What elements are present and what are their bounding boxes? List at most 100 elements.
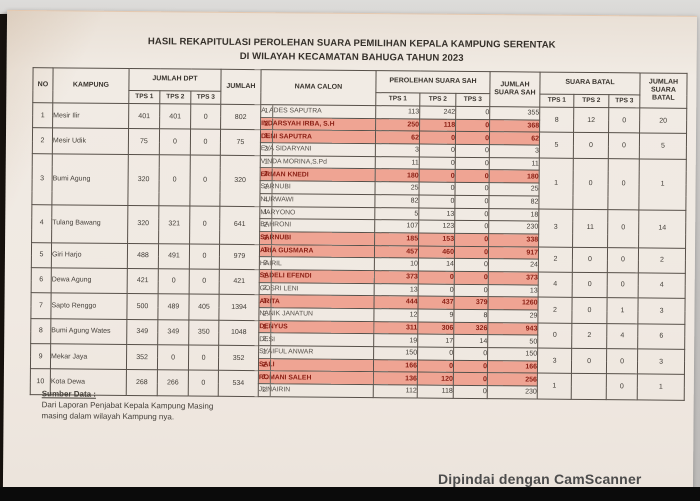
header-dpt-tps1: TPS 1 [128, 90, 160, 104]
candidate-name-cell: 1. ARIA GUSMARA [259, 244, 375, 258]
batal-tps3-cell: 0 [607, 272, 639, 299]
candidate-number: 1. [262, 348, 269, 356]
batal-tps2-cell: 0 [572, 158, 609, 210]
candidate-number: 2. [262, 310, 269, 318]
vote-total-cell: 18 [488, 208, 539, 222]
vote-tps2-cell: 120 [417, 372, 454, 386]
vote-tps3-cell: 14 [453, 334, 488, 348]
table-body: 1 Mesir Ilir 401 401 0 802 1. A. ADES SAPUTRA 11… [30, 102, 687, 401]
village-name-cell: Mesir Ilir [52, 102, 129, 129]
header-sah-tps1: TPS 1 [375, 92, 420, 107]
vote-total-cell: 62 [489, 132, 540, 146]
vote-total-cell: 256 [487, 373, 538, 387]
vote-tps3-cell: 0 [454, 182, 490, 196]
vote-tps3-cell: 0 [455, 157, 490, 171]
header-sah-tps3: TPS 3 [455, 93, 490, 107]
village-number-cell: 9 [30, 343, 51, 370]
village-name-cell: Mekar Jaya [50, 343, 127, 370]
vote-tps1-cell: 62 [375, 131, 420, 145]
candidate-number: 2. [262, 361, 269, 369]
candidate-number: 1. [262, 323, 269, 331]
photo-bottom-bar [0, 487, 700, 501]
candidate-name-cell: 3. SARNUBI [259, 180, 376, 195]
vote-tps3-cell: 0 [454, 245, 489, 259]
vote-total-cell: 3 [489, 144, 540, 158]
batal-tps1-cell: 8 [539, 107, 574, 133]
batal-tps2-cell: 0 [571, 348, 607, 375]
dpt-total-cell: 75 [220, 129, 261, 156]
batal-tps1-cell: 3 [537, 348, 572, 374]
dpt-tps2-cell: 0 [158, 154, 191, 206]
vote-tps3-cell: 0 [454, 233, 489, 247]
document-title: HASIL REKAPITULASI PEROLEHAN SUARA PEMIL… [7, 34, 697, 68]
vote-total-cell: 24 [488, 258, 539, 272]
vote-tps2-cell: 17 [417, 334, 454, 348]
header-nama-calon: NAMA CALON [260, 69, 377, 106]
candidate-name-cell: 2. EVA SIDARYANI [260, 142, 376, 157]
vote-tps2-cell: 0 [419, 169, 456, 183]
vote-tps1-cell: 185 [374, 232, 419, 246]
candidate-name-cell: 2. NANIK JANATUN [258, 307, 374, 322]
candidate-number: 3. [263, 183, 270, 191]
candidate-name: VINDA MORINA,S.Pd [260, 158, 327, 166]
header-batal-tps2: TPS 2 [573, 94, 609, 108]
batal-tps3-cell: 0 [608, 107, 640, 134]
vote-tps3-cell: 0 [455, 169, 490, 183]
vote-tps2-cell: 13 [418, 207, 455, 221]
candidate-number: 4. [263, 196, 270, 204]
batal-total-cell: 5 [639, 133, 687, 160]
header-batal-tps1: TPS 1 [539, 94, 574, 108]
dpt-total-cell: 421 [219, 269, 260, 295]
vote-tps3-cell: 0 [454, 195, 490, 209]
candidate-number: 2. [262, 285, 269, 293]
vote-total-cell: 180 [489, 170, 540, 184]
village-number-cell: 1 [32, 102, 53, 129]
candidate-name-cell: 1. SADELI EFENDI [259, 269, 375, 284]
village-name-cell: Giri Harjo [51, 242, 128, 269]
batal-total-cell: 6 [637, 323, 685, 350]
batal-tps2-cell: 0 [571, 297, 608, 324]
dpt-tps3-cell: 0 [189, 243, 220, 270]
dpt-tps2-cell: 349 [157, 319, 189, 346]
vote-tps1-cell: 19 [373, 334, 418, 348]
header-sah-tps2: TPS 2 [419, 93, 456, 107]
vote-tps3-cell: 8 [453, 309, 489, 323]
batal-tps1-cell: 1 [537, 373, 572, 400]
candidate-name-cell: 1. ARITA [258, 294, 375, 309]
vote-tps1-cell: 11 [375, 156, 420, 170]
candidate-name-cell: 1. A. ADES SAPUTRA [260, 104, 376, 119]
candidate-name-cell: 4. NURWAWI [259, 193, 375, 208]
village-number-cell: 2 [32, 128, 53, 154]
vote-tps2-cell: 0 [419, 156, 456, 170]
vote-total-cell: 1260 [488, 296, 539, 311]
vote-tps3-cell: 0 [453, 360, 488, 374]
header-jumlah-suara-sah: JUMLAH SUARA SAH [489, 71, 541, 108]
vote-total-cell: 166 [487, 360, 538, 374]
vote-total-cell: 338 [488, 233, 539, 247]
candidate-number: 1. [263, 247, 270, 255]
vote-tps1-cell: 3 [375, 143, 420, 157]
document-paper: HASIL REKAPITULASI PEROLEHAN SUARA PEMIL… [2, 9, 698, 494]
vote-tps3-cell: 0 [454, 271, 489, 285]
vote-total-cell: 368 [489, 119, 540, 133]
dpt-total-cell: 802 [220, 104, 261, 131]
dpt-tps1-cell: 500 [126, 293, 159, 320]
candidate-name-cell: 2. JUNAIRIN [258, 383, 374, 398]
village-number-cell: 4 [31, 204, 52, 243]
village-number-cell: 3 [31, 153, 53, 205]
candidate-name-cell: 2. DESI [258, 332, 374, 347]
village-number-cell: 5 [31, 242, 52, 268]
header-jumlah-suara-batal: JUMLAH SUARA BATAL [639, 72, 688, 109]
vote-tps1-cell: 373 [374, 270, 419, 284]
vote-tps2-cell: 242 [419, 106, 456, 120]
dpt-total-cell: 320 [219, 155, 261, 207]
vote-tps2-cell: 123 [418, 220, 455, 234]
batal-total-cell: 3 [637, 298, 686, 325]
vote-total-cell: 230 [487, 385, 538, 399]
recap-table: NO KAMPUNG JUMLAH DPT JUMLAH NAMA CALON … [29, 67, 688, 401]
vote-total-cell: 943 [487, 322, 538, 336]
dpt-tps1-cell: 352 [126, 344, 158, 371]
header-jumlah-dpt: JUMLAH DPT [128, 68, 222, 92]
dpt-tps3-cell: 350 [188, 319, 219, 346]
